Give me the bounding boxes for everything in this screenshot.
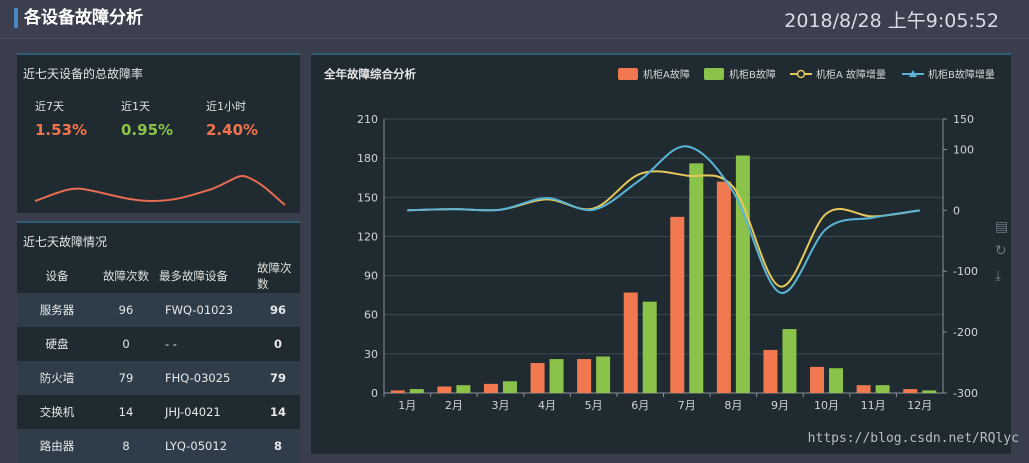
fault-rate-panel: 近七天设备的总故障率 近7天 近1天 近1小时 1.53% 0.95% 2.40…	[17, 53, 300, 213]
fault-rate-title: 近七天设备的总故障率	[23, 67, 144, 81]
legend-label-b-increment: 机柜B故障增量	[928, 70, 995, 81]
cell-device: 路由器	[17, 429, 97, 463]
chart-panel: 全年故障综合分析	[311, 53, 1011, 454]
rate-value-7d: 1.53%	[35, 121, 88, 139]
rate-label-7d: 近7天	[35, 100, 64, 113]
col-header-count: 故障次数	[103, 269, 149, 283]
cell-count: 14	[97, 395, 155, 429]
clock-display: 2018/8/28 上午9:05:52	[784, 10, 999, 32]
col-header-top-device: 最多故障设备	[159, 269, 228, 283]
rate-value-1h: 2.40%	[206, 121, 259, 139]
rate-label-1d: 近1天	[121, 100, 150, 113]
chart-title: 全年故障综合分析	[324, 67, 416, 81]
legend-item-b-fault[interactable]: 机柜B故障	[704, 66, 776, 81]
fault-status-panel: 近七天故障情况 设备 故障次数 最多故障设备 故障次数 服务器 96 FWQ-0…	[17, 221, 300, 463]
legend-label-a: 机柜A故障	[643, 70, 690, 81]
cell-top-device: - -	[155, 327, 256, 361]
cell-top-device: LYQ-05012	[155, 429, 256, 463]
table-header-row: 设备 故障次数 最多故障设备 故障次数	[17, 259, 300, 293]
rate-sparkline	[34, 175, 286, 206]
table-row[interactable]: 交换机 14 JHJ-04021 14	[17, 395, 300, 429]
cell-count: 79	[97, 361, 155, 395]
cell-top-count: 79	[256, 361, 300, 395]
cell-top-count: 96	[256, 293, 300, 327]
save-image-icon[interactable]: ⤓	[995, 268, 1002, 284]
rate-label-1h: 近1小时	[206, 100, 246, 113]
watermark-text: https://blog.csdn.net/RQlyc	[807, 431, 1019, 446]
col-header-top-count: 故障次数	[257, 261, 292, 291]
table-row[interactable]: 防火墙 79 FHQ-03025 79	[17, 361, 300, 395]
cell-device: 防火墙	[17, 361, 97, 395]
legend-item-a-fault[interactable]: 机柜A故障	[618, 66, 690, 81]
col-header-device: 设备	[45, 269, 69, 283]
cell-count: 96	[97, 293, 155, 327]
legend-swatch-a	[618, 67, 638, 80]
rate-value-1d: 0.95%	[121, 121, 174, 139]
page-title: 各设备故障分析	[14, 8, 143, 28]
sparkline-path	[34, 175, 286, 206]
cell-top-device: FWQ-01023	[155, 293, 256, 327]
table-row[interactable]: 服务器 96 FWQ-01023 96	[17, 293, 300, 327]
cell-top-device: JHJ-04021	[155, 395, 256, 429]
legend-label-b: 机柜B故障	[729, 70, 776, 81]
data-view-icon[interactable]: ▤	[995, 219, 1009, 235]
fault-table: 设备 故障次数 最多故障设备 故障次数 服务器 96 FWQ-01023 96 …	[17, 259, 300, 463]
cell-top-count: 0	[256, 327, 300, 361]
cell-device: 交换机	[17, 395, 97, 429]
cell-top-count: 14	[256, 395, 300, 429]
cell-count: 8	[97, 429, 155, 463]
legend-label-a-increment: 机柜A 故障增量	[816, 70, 887, 81]
cell-device: 服务器	[17, 293, 97, 327]
table-row[interactable]: 硬盘 0 - - 0	[17, 327, 300, 361]
legend-line-b-icon	[902, 69, 924, 77]
cell-top-device: FHQ-03025	[155, 361, 256, 395]
cell-count: 0	[97, 327, 155, 361]
legend-item-b-increment[interactable]: 机柜B故障增量	[902, 66, 995, 81]
legend-line-a-icon	[790, 69, 812, 78]
cell-device: 硬盘	[17, 327, 97, 361]
table-row[interactable]: 路由器 8 LYQ-05012 8	[17, 429, 300, 463]
header-bar: 各设备故障分析 2018/8/28 上午9:05:52	[0, 0, 1029, 39]
cell-top-count: 8	[256, 429, 300, 463]
legend-item-a-increment[interactable]: 机柜A 故障增量	[790, 66, 886, 81]
restore-icon[interactable]: ↻	[995, 243, 1007, 259]
fault-status-title: 近七天故障情况	[23, 235, 108, 249]
legend-swatch-b	[704, 67, 724, 80]
